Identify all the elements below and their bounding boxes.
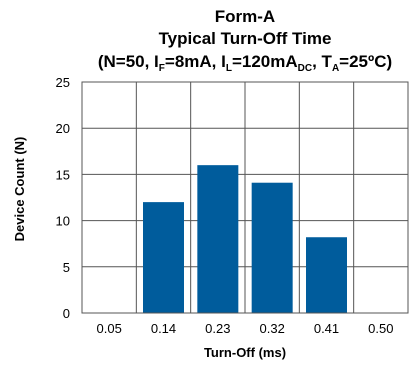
plot-frame: [81, 81, 409, 314]
conditions-il-val: =120mA: [232, 52, 298, 71]
chart-conditions: (N=50, IF=8mA, IL=120mADC, TA=25ºC): [98, 52, 392, 74]
x-tick-label: 0.14: [151, 321, 176, 336]
conditions-if-sub: F: [159, 63, 165, 74]
x-tick-label: 0.50: [368, 321, 393, 336]
conditions-ta-val: =25ºC): [339, 52, 392, 71]
y-tick-label: 0: [63, 306, 70, 321]
bar-0.14: [143, 202, 184, 313]
conditions-ta-pre: , T: [312, 52, 332, 71]
conditions-if-val: =8mA, I: [165, 52, 226, 71]
y-axis-title: Device Count (N): [12, 137, 27, 242]
conditions-dc-sub: DC: [298, 63, 312, 74]
x-axis-title: Turn-Off (ms): [204, 345, 286, 360]
plot-area: 0 5 10 15 20 25 0.05 0.14 0.23 0.32 0.41 0.50: [56, 75, 409, 336]
chart-title-line-2: Typical Turn-Off Time: [159, 29, 332, 48]
conditions-ta-sub: A: [332, 63, 339, 74]
x-tick-label: 0.32: [260, 321, 285, 336]
y-tick-label: 20: [56, 121, 70, 136]
bar-0.23: [197, 165, 239, 313]
y-tick-label: 5: [63, 260, 70, 275]
x-tick-label: 0.23: [205, 321, 230, 336]
bar-0.41: [306, 237, 347, 313]
chart-title-line-1: Form-A: [215, 7, 275, 26]
y-tick-label: 25: [56, 75, 70, 90]
bar-0.32: [251, 182, 293, 313]
conditions-il-sub: L: [226, 63, 232, 74]
x-tick-label: 0.41: [314, 321, 339, 336]
y-tick-label: 10: [56, 214, 70, 229]
y-tick-label: 15: [56, 167, 70, 182]
conditions-open: (N=50, I: [98, 52, 159, 71]
x-tick-label: 0.05: [97, 321, 122, 336]
